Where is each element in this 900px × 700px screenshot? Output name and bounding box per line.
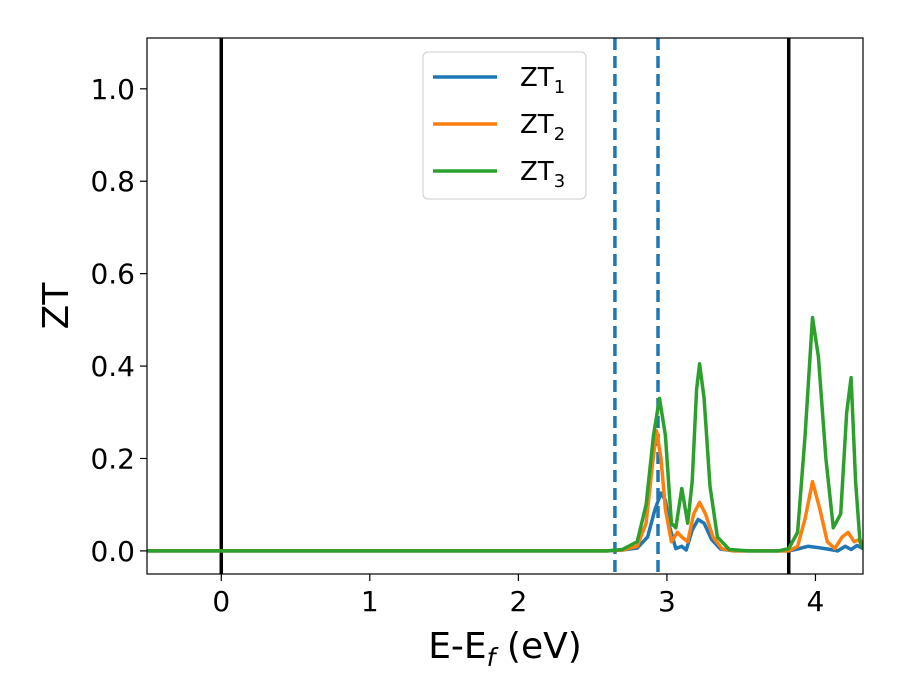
x-axis: 0 1 2 3 4 xyxy=(212,574,824,618)
x-tick-label: 2 xyxy=(509,585,527,618)
legend-box xyxy=(422,51,587,200)
legend-label-zt1: ZT1 xyxy=(520,63,565,98)
series-line-zt2 xyxy=(147,429,863,553)
y-tick-label: 1.0 xyxy=(90,73,135,106)
y-tick-label: 0.0 xyxy=(90,535,135,568)
y-tick-label: 0.4 xyxy=(90,350,135,383)
x-tick-label: 0 xyxy=(212,585,230,618)
y-axis: 0.0 0.2 0.4 0.6 0.8 1.0 xyxy=(90,73,147,568)
legend-label-zt2: ZT2 xyxy=(520,110,565,145)
plot-frame xyxy=(146,37,864,575)
y-tick-label: 0.2 xyxy=(90,442,135,475)
legend-label-zt3: ZT3 xyxy=(520,157,565,192)
x-tick-label: 1 xyxy=(361,585,379,618)
series-line-zt3 xyxy=(147,315,863,553)
series-line-zt1 xyxy=(147,491,863,553)
y-tick-label: 0.6 xyxy=(90,258,135,291)
x-axis-title: E-Ef (eV) xyxy=(428,626,582,672)
x-tick-label: 3 xyxy=(658,585,676,618)
reference-lines xyxy=(219,38,791,574)
series-lines xyxy=(147,315,863,553)
y-tick-label: 0.8 xyxy=(90,165,135,198)
legend: ZT1 ZT2 ZT3 xyxy=(422,51,587,200)
x-tick-label: 4 xyxy=(807,585,825,618)
y-axis-title: ZT xyxy=(36,282,77,330)
